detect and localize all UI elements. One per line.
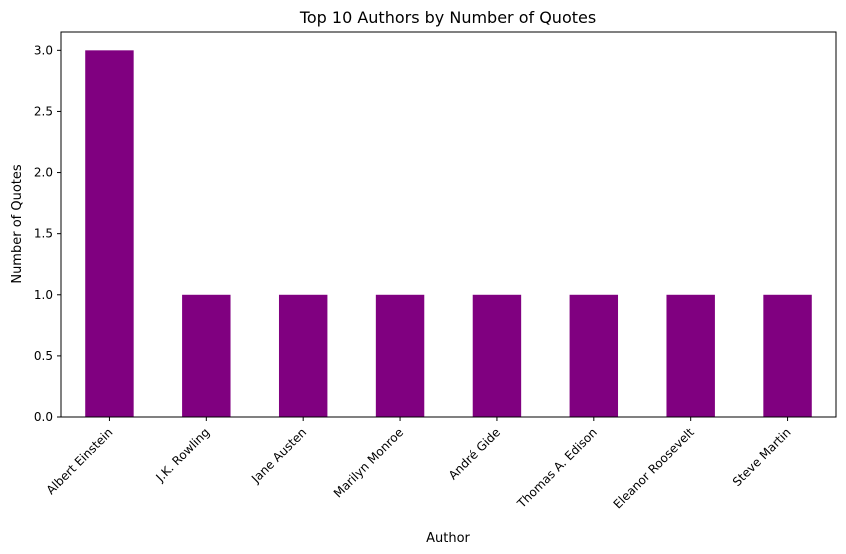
y-tick-label-6: 3.0 [34,43,53,57]
x-tick-label-4: André Gide [446,425,503,482]
x-tick-label-5: Thomas A. Edison [514,425,600,511]
x-tick-label-3: Marilyn Monroe [331,425,406,500]
x-tick-label-6: Eleanor Roosevelt [611,425,697,511]
y-tick-label-1: 0.5 [34,349,53,363]
bar-4 [472,294,522,417]
chart-title: Top 10 Authors by Number of Quotes [299,8,596,27]
y-tick-label-2: 1.0 [34,288,53,302]
bar-0 [85,50,134,417]
bar-6 [666,294,715,417]
bar-1 [182,294,231,417]
plot-frame [60,31,837,418]
x-axis-title: Author [426,531,470,546]
bar-3 [375,294,425,417]
y-tick-label-3: 1.5 [34,227,53,241]
x-axis: Albert Einstein J.K. Rowling Jane Austen Ma… [44,417,794,511]
bars [85,50,812,417]
x-tick-label-1: J.K. Rowling [153,425,213,485]
bar-2 [278,294,328,417]
y-tick-label-4: 2.0 [34,166,53,180]
y-tick-label-5: 2.5 [34,104,53,118]
x-tick-label-2: Jane Austen [248,425,309,486]
bar-7 [763,294,812,417]
y-axis-title: Number of Quotes [10,164,25,284]
x-tick-label-7: Steve Martin [730,425,794,489]
y-axis: 0.0 0.5 1.0 1.5 2.0 2.5 3.0 [34,43,61,424]
bar-5 [569,294,619,417]
x-tick-label-0: Albert Einstein [44,425,116,497]
y-tick-label-0: 0.0 [34,410,53,424]
